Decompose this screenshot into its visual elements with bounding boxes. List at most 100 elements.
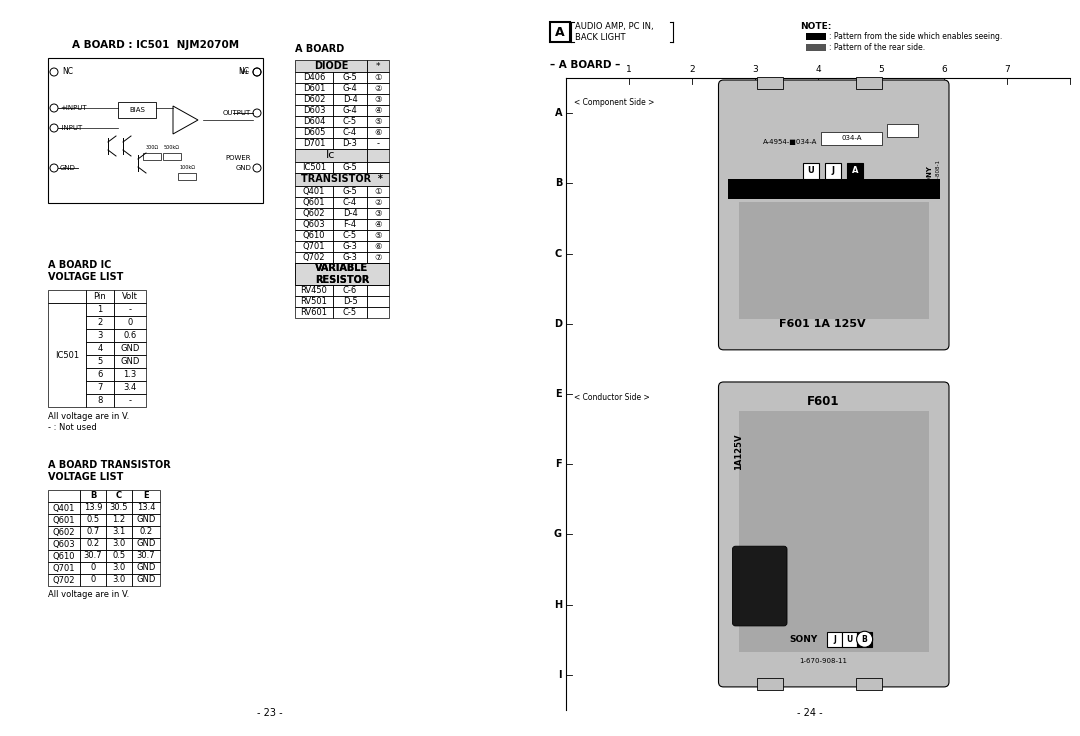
Bar <box>333 186 367 197</box>
Text: Ic: Ic <box>326 150 336 160</box>
Text: 13.4: 13.4 <box>137 503 156 512</box>
Text: 3.0: 3.0 <box>112 576 125 584</box>
Text: < Conductor Side >: < Conductor Side > <box>573 393 650 402</box>
Text: 7: 7 <box>1004 65 1010 74</box>
Text: 1.2: 1.2 <box>112 515 125 525</box>
Bar <box>367 208 389 219</box>
Text: IC501: IC501 <box>55 350 79 359</box>
Bar <box>295 105 333 116</box>
Text: GND: GND <box>235 165 251 171</box>
Text: 1: 1 <box>626 65 632 74</box>
Text: 500kΩ: 500kΩ <box>164 145 180 150</box>
Bar <box>106 502 132 514</box>
Text: C-6: C-6 <box>342 286 357 295</box>
Bar <box>295 116 333 127</box>
Text: Q602: Q602 <box>53 528 76 537</box>
Bar <box>86 290 114 303</box>
Bar <box>106 514 132 526</box>
Text: 30.5: 30.5 <box>110 503 129 512</box>
Bar <box>48 526 80 538</box>
Text: J: J <box>833 634 836 644</box>
Text: B: B <box>555 178 562 188</box>
Bar <box>757 678 783 690</box>
Bar <box>86 368 114 381</box>
Text: C: C <box>555 249 562 258</box>
Bar <box>855 678 882 690</box>
Text: Q702: Q702 <box>302 253 325 262</box>
Bar <box>295 72 333 83</box>
Text: 6: 6 <box>941 65 947 74</box>
Text: BIAS: BIAS <box>130 107 145 113</box>
Text: 5: 5 <box>97 357 103 366</box>
Text: 1.3: 1.3 <box>123 370 137 379</box>
Bar <box>295 149 367 162</box>
Bar <box>842 631 858 647</box>
Bar <box>367 94 389 105</box>
Text: A BOARD TRANSISTOR
VOLTAGE LIST: A BOARD TRANSISTOR VOLTAGE LIST <box>48 459 171 482</box>
Text: Q601: Q601 <box>53 515 76 525</box>
Text: F-4: F-4 <box>343 220 356 229</box>
Text: 3: 3 <box>752 65 758 74</box>
Text: D701: D701 <box>302 139 325 148</box>
Bar <box>367 219 389 230</box>
Bar <box>48 574 80 586</box>
Bar <box>333 83 367 94</box>
Bar <box>114 394 146 407</box>
Bar <box>367 241 389 252</box>
Bar <box>333 138 367 149</box>
Bar <box>48 538 80 550</box>
Bar <box>333 72 367 83</box>
Text: NOTE:: NOTE: <box>800 22 832 31</box>
Bar <box>132 562 160 574</box>
Bar <box>118 102 156 118</box>
Bar <box>114 368 146 381</box>
Bar <box>333 307 367 318</box>
Bar <box>80 490 106 502</box>
Text: -: - <box>129 396 132 405</box>
Text: 1-670-908-11: 1-670-908-11 <box>799 658 847 665</box>
Text: < Component Side >: < Component Side > <box>573 98 654 107</box>
Bar <box>86 355 114 368</box>
Text: C-5: C-5 <box>343 231 357 240</box>
Text: ④: ④ <box>375 106 381 115</box>
Bar <box>48 562 80 574</box>
Text: +INPUT: +INPUT <box>60 105 86 111</box>
Text: 8: 8 <box>97 396 103 405</box>
Text: D-5: D-5 <box>342 297 357 306</box>
Text: E: E <box>555 389 562 399</box>
Text: ①: ① <box>375 187 381 196</box>
Text: G-3: G-3 <box>342 253 357 262</box>
Text: POWER: POWER <box>226 155 251 161</box>
Text: D601: D601 <box>302 84 325 93</box>
Bar <box>847 163 863 179</box>
Bar <box>333 285 367 296</box>
Bar <box>48 550 80 562</box>
Bar <box>367 149 389 162</box>
Text: H: H <box>554 600 562 609</box>
Text: 30.7: 30.7 <box>137 551 156 561</box>
Bar <box>367 105 389 116</box>
Bar <box>80 502 106 514</box>
Bar <box>367 230 389 241</box>
Bar <box>333 241 367 252</box>
Text: ⑥: ⑥ <box>375 128 381 137</box>
Bar <box>86 394 114 407</box>
Bar <box>367 149 389 162</box>
Circle shape <box>856 631 873 647</box>
Text: RV450: RV450 <box>300 286 327 295</box>
Bar <box>367 127 389 138</box>
Text: C: C <box>116 492 122 500</box>
Bar <box>295 263 389 285</box>
Text: ⑤: ⑤ <box>375 117 381 126</box>
Text: D603: D603 <box>302 106 325 115</box>
Text: 0.5: 0.5 <box>86 515 99 525</box>
Bar <box>48 58 264 203</box>
Bar <box>48 303 86 407</box>
Text: 100kΩ: 100kΩ <box>179 165 195 170</box>
Text: : Pattern from the side which enables seeing.: : Pattern from the side which enables se… <box>829 32 1002 41</box>
Text: Q601: Q601 <box>302 198 325 207</box>
Bar <box>295 219 333 230</box>
Text: -: - <box>377 139 379 148</box>
Text: Q701: Q701 <box>53 564 76 573</box>
Text: IC501: IC501 <box>302 163 326 172</box>
